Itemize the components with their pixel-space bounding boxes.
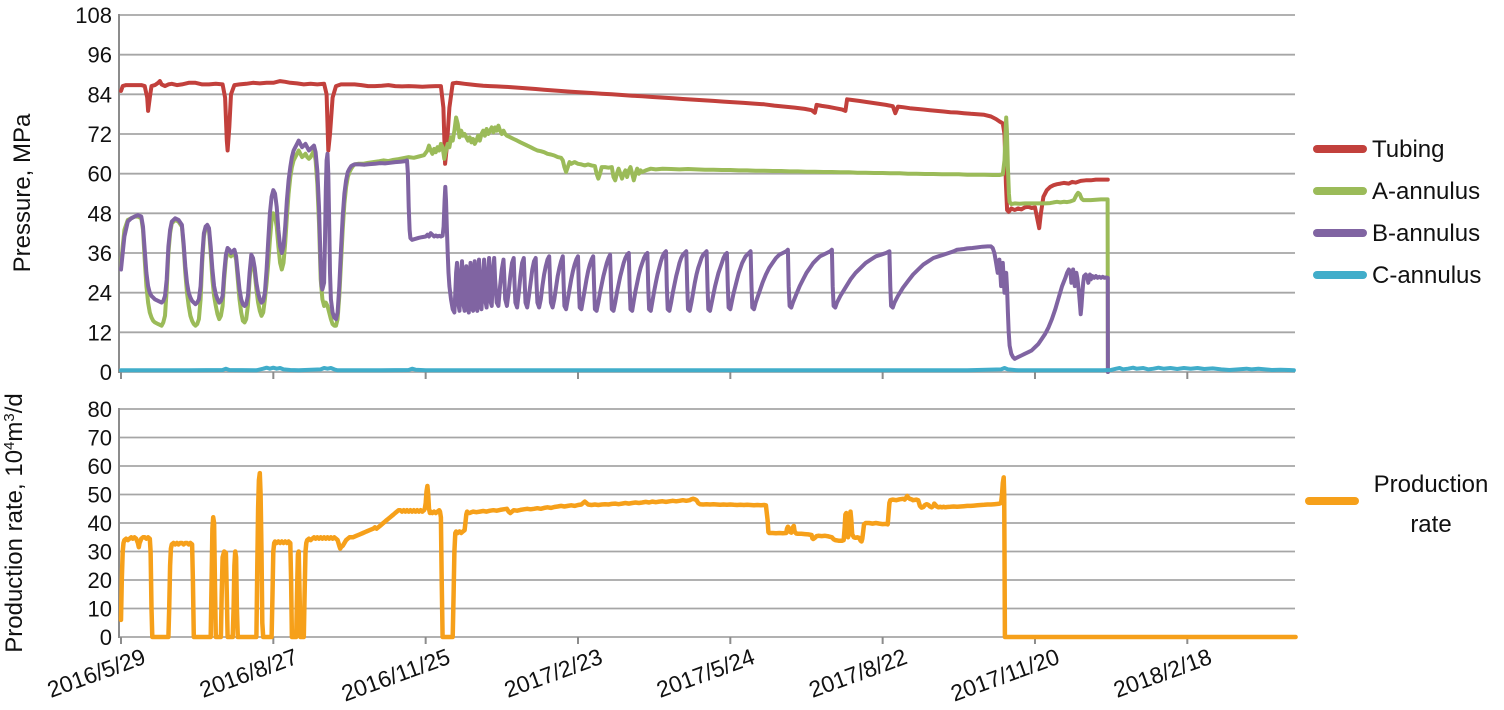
- y-tick-label: 72: [88, 122, 112, 147]
- series-production-rate-line: [118, 470, 1298, 640]
- x-tick-label: 2016/8/27: [196, 643, 301, 702]
- y-tick-label: 96: [88, 43, 112, 68]
- y-tick-label: 36: [88, 241, 112, 266]
- x-tick-label: 2017/11/20: [947, 643, 1062, 706]
- legend-label: Production: [1374, 471, 1489, 498]
- legend-label: Tubing: [1372, 136, 1445, 163]
- y-tick-label: 12: [88, 320, 112, 345]
- y-tick-label: 30: [88, 540, 112, 565]
- x-tick-label: 2016/11/25: [338, 643, 453, 706]
- y-tick-label: 0: [100, 625, 112, 650]
- y-tick-label: 60: [88, 162, 112, 187]
- x-tick-label: 2017/8/22: [805, 643, 910, 702]
- x-tick-label: 2018/2/18: [1110, 643, 1215, 702]
- y-tick-label: 84: [88, 82, 112, 107]
- y-tick-label: 80: [88, 397, 112, 422]
- legend-label: A-annulus: [1372, 178, 1480, 205]
- series-c-annulus-line: [119, 365, 1296, 373]
- y-tick-label: 50: [88, 483, 112, 508]
- x-tick-label: 2016/5/29: [44, 643, 149, 702]
- y-tick-label: 20: [88, 568, 112, 593]
- y-axis-title-pressure: Pressure, MPa: [9, 113, 36, 272]
- y-axis-title-production: Production rate, 104m3/d: [1, 393, 28, 653]
- legend-label: B-annulus: [1372, 220, 1480, 247]
- x-tick-label: 2017/2/23: [501, 643, 606, 702]
- legend-label: rate: [1410, 511, 1451, 538]
- y-tick-label: 70: [88, 426, 112, 451]
- y-tick-label: 24: [88, 281, 112, 306]
- y-tick-label: 0: [100, 360, 112, 385]
- series-tubing-line: [119, 79, 1110, 231]
- series-b-annulus-line: [119, 138, 1110, 374]
- legend-label: C-annulus: [1372, 262, 1481, 289]
- panel-pressure: 0 12 24 36 48 60 72 84 96 108 Pressure, MPa Tubing A…: [9, 3, 1481, 385]
- y-tick-label: 40: [88, 511, 112, 536]
- x-tick-label: 2017/5/24: [653, 643, 758, 702]
- y-tick-label: 108: [75, 3, 112, 28]
- y-tick-label: 48: [88, 201, 112, 226]
- y-tick-label: 10: [88, 597, 112, 622]
- panel-production: 0 10 20 30 40 50 60 70 80 2016/5/29 2016/8/27 2016/…: [1, 393, 1488, 706]
- y-tick-label: 60: [88, 454, 112, 479]
